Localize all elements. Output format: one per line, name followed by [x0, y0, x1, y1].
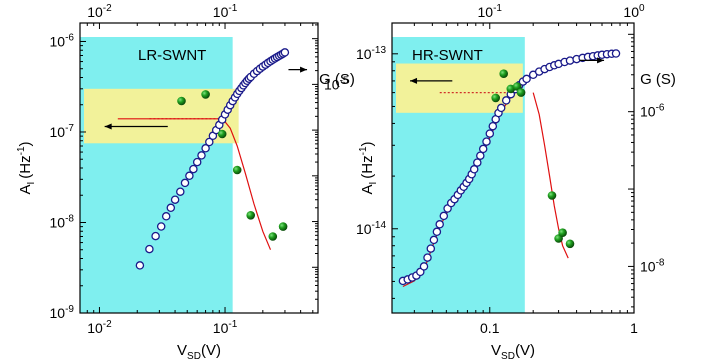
x-top-tick-label: 100 — [623, 3, 645, 20]
noise-point — [201, 90, 210, 99]
x-axis-label: VSD(V) — [177, 342, 221, 362]
y-tick-label: 10-13 — [356, 45, 386, 62]
conductance-point — [522, 74, 531, 84]
conductance-point — [201, 144, 210, 153]
conductance-point — [501, 96, 511, 105]
panel-label: LR-SWNT — [138, 47, 206, 64]
x-top-tick-label: 10-1 — [213, 3, 238, 20]
y-tick-label: 10-8 — [50, 213, 75, 230]
conductance-point — [166, 203, 176, 213]
noise-point — [491, 93, 501, 103]
noise-point — [232, 165, 242, 175]
arrow-right — [579, 57, 605, 64]
noise-point — [278, 222, 288, 231]
conductance-point — [280, 48, 290, 57]
conductance-point — [170, 195, 180, 204]
conductance-point — [435, 220, 444, 229]
conductance-point — [161, 212, 171, 221]
arrow-left — [410, 77, 453, 84]
conductance-point — [192, 157, 202, 167]
y2-tick-label: 10-6 — [640, 103, 665, 120]
conductance-point — [419, 262, 429, 271]
conductance-point — [145, 244, 154, 254]
conductance-point — [611, 49, 621, 58]
fit-line — [532, 92, 569, 259]
conductance-point — [180, 178, 190, 188]
noise-point — [499, 69, 509, 78]
noise-point — [246, 211, 255, 220]
conductance-point — [197, 151, 206, 160]
conductance-point — [432, 227, 442, 237]
x-tick-label: 10-1 — [213, 319, 238, 336]
y2-tick-label: 10-5 — [324, 75, 349, 92]
y-axis-label: AI(Hz-1) — [358, 141, 379, 194]
y-tick-label: 10-7 — [50, 123, 75, 140]
x-axis-label: VSD(V) — [491, 342, 535, 362]
conductance-point — [135, 261, 145, 270]
plot-area — [80, 37, 290, 313]
fit-line — [117, 118, 272, 250]
conductance-point — [205, 137, 214, 147]
conductance-point — [151, 231, 160, 241]
conductance-point — [476, 151, 485, 160]
conductance-point — [189, 164, 198, 174]
noise-point — [177, 96, 186, 106]
noise-point — [547, 191, 557, 200]
y2-axis-label: G (S) — [640, 71, 676, 88]
y-tick-label: 10-6 — [50, 32, 75, 49]
conductance-point — [469, 165, 479, 174]
x-top-tick-label: 10-1 — [478, 3, 503, 20]
conductance-point — [426, 244, 436, 253]
x-top-tick-label: 10-2 — [87, 3, 112, 20]
x-tick-label: 10-2 — [87, 319, 112, 336]
noise-point — [268, 232, 278, 241]
conductance-point — [156, 222, 166, 231]
noise-point — [512, 82, 522, 91]
conductance-point — [429, 235, 439, 245]
plot-frame — [391, 22, 635, 314]
conductance-point — [496, 103, 506, 113]
x-tick-label: 0.1 — [480, 320, 500, 336]
y2-tick-label: 10-8 — [640, 257, 665, 274]
left-panel: 10-2 10-1 10-2 10-1 10-9 10-8 10-7 10-6 10-5 LR-S… — [16, 3, 355, 362]
conductance-point — [176, 187, 185, 196]
conductance-point — [439, 211, 449, 221]
conductance-point — [482, 137, 491, 146]
plot-area — [392, 37, 621, 313]
panel-label: HR-SWNT — [412, 47, 483, 64]
conductance-point — [423, 253, 432, 262]
conductance-point — [485, 129, 495, 138]
noise-point — [565, 239, 575, 249]
conductance-point — [473, 158, 482, 167]
noise-point — [217, 129, 227, 139]
y-tick-label: 10-9 — [50, 304, 75, 321]
conductance-point — [478, 144, 488, 154]
y-tick-label: 10-14 — [356, 220, 386, 237]
shaded-region — [80, 37, 233, 313]
noise-point — [516, 88, 526, 97]
conductance-point — [185, 171, 194, 181]
y-axis-label: AI(Hz-1) — [16, 141, 37, 194]
arrow-left — [104, 123, 168, 130]
y2-axis-label: G (S) — [319, 71, 355, 88]
x-tick-label: 1 — [630, 320, 638, 336]
arrow-right — [288, 66, 308, 73]
right-panel: 0.1 1 10-1 100 10-14 10-13 10-8 10-6 HR-SWNT VSD(… — [356, 3, 676, 362]
conductance-point — [488, 121, 498, 131]
noise-point — [558, 228, 567, 237]
